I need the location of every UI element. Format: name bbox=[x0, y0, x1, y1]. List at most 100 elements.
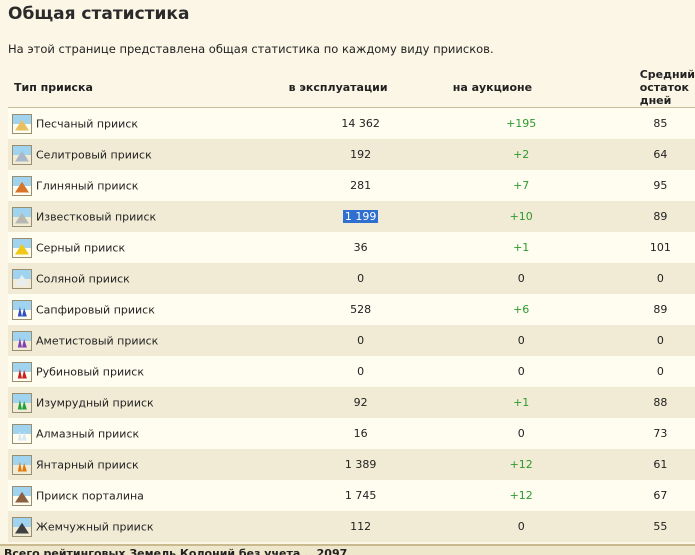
exploited-count: 0 bbox=[228, 325, 433, 356]
amber-mine-icon bbox=[12, 454, 32, 475]
exploited-value: 528 bbox=[350, 303, 372, 316]
table-body: Песчаный прииск 14 362 +195 85 Селитровый пр… bbox=[8, 107, 695, 542]
mine-name-link[interactable]: Песчаный прииск bbox=[36, 117, 139, 130]
header-type[interactable]: Тип прииска bbox=[8, 68, 229, 108]
table-row: Рубиновый прииск 0 0 0 bbox=[8, 356, 695, 387]
exploited-value: 0 bbox=[357, 334, 365, 347]
auction-count[interactable]: +195 bbox=[432, 107, 590, 139]
portalin-mine-icon bbox=[12, 485, 32, 506]
mine-name-cell: Песчаный прииск bbox=[8, 107, 229, 139]
sand-mine-icon bbox=[12, 113, 32, 134]
avg-days-left: 88 bbox=[589, 387, 695, 418]
table-row: Селитровый прииск 192 +2 64 bbox=[8, 139, 695, 170]
mine-stats-table: Тип прииска в эксплуатации на аукционе С… bbox=[8, 68, 695, 542]
mine-name-link[interactable]: Известковый прииск bbox=[36, 210, 157, 223]
ruby-mine-icon bbox=[12, 361, 32, 382]
mine-name-cell: Изумрудный прииск bbox=[8, 387, 229, 418]
mine-name-cell: Соляной прииск bbox=[8, 263, 229, 294]
salt-mine-icon bbox=[12, 268, 32, 289]
mine-name-link[interactable]: Соляной прииск bbox=[36, 272, 130, 285]
mine-name-link[interactable]: Алмазный прииск bbox=[36, 427, 140, 440]
auction-count[interactable]: +6 bbox=[432, 294, 590, 325]
exploited-value: 0 bbox=[357, 365, 365, 378]
auction-count: 0 bbox=[432, 356, 590, 387]
table-row: Серный прииск 36 +1 101 bbox=[8, 232, 695, 263]
auction-count[interactable]: +1 bbox=[432, 387, 590, 418]
auction-count[interactable]: +12 bbox=[432, 449, 590, 480]
avg-days-left: 89 bbox=[589, 201, 695, 232]
table-row: Янтарный прииск 1 389 +12 61 bbox=[8, 449, 695, 480]
mine-name-link[interactable]: Изумрудный прииск bbox=[36, 396, 154, 409]
mine-name-link[interactable]: Жемчужный прииск bbox=[36, 520, 154, 533]
table-row: Соляной прииск 0 0 0 bbox=[8, 263, 695, 294]
auction-count[interactable]: +2 bbox=[432, 139, 590, 170]
avg-days-left: 61 bbox=[589, 449, 695, 480]
avg-days-left: 67 bbox=[589, 480, 695, 511]
table-row: Алмазный прииск 16 0 73 bbox=[8, 418, 695, 449]
mine-name-link[interactable]: Серный прииск bbox=[36, 241, 126, 254]
mine-name-cell: Прииск порталина bbox=[8, 480, 229, 511]
mine-name-cell: Янтарный прииск bbox=[8, 449, 229, 480]
exploited-value: 1 389 bbox=[344, 458, 377, 471]
exploited-value: 14 362 bbox=[341, 117, 380, 130]
sapphire-mine-icon bbox=[12, 299, 32, 320]
mine-name-cell: Серный прииск bbox=[8, 232, 229, 263]
table-row: Жемчужный прииск 112 0 55 bbox=[8, 511, 695, 542]
exploited-count: 192 bbox=[228, 139, 433, 170]
exploited-count: 0 bbox=[228, 356, 433, 387]
mine-name-link[interactable]: Сапфировый прииск bbox=[36, 303, 155, 316]
exploited-value: 281 bbox=[350, 179, 372, 192]
exploited-count: 1 389 bbox=[228, 449, 433, 480]
mine-name-cell: Сапфировый прииск bbox=[8, 294, 229, 325]
limestone-mine-icon bbox=[12, 206, 32, 227]
exploited-count: 16 bbox=[228, 418, 433, 449]
clay-mine-icon bbox=[12, 175, 32, 196]
header-days[interactable]: Средний остаток дней bbox=[589, 68, 695, 108]
exploited-value: 16 bbox=[353, 427, 368, 440]
table-header-row: Тип прииска в эксплуатации на аукционе С… bbox=[8, 68, 695, 108]
auction-count[interactable]: +1 bbox=[432, 232, 590, 263]
avg-days-left: 89 bbox=[589, 294, 695, 325]
table-row: Прииск порталина 1 745 +12 67 bbox=[8, 480, 695, 511]
mine-name-cell: Аметистовый прииск bbox=[8, 325, 229, 356]
table-row: Сапфировый прииск 528 +6 89 bbox=[8, 294, 695, 325]
diamond-mine-icon bbox=[12, 423, 32, 444]
mine-name-link[interactable]: Аметистовый прииск bbox=[36, 334, 159, 347]
mine-name-cell: Алмазный прииск bbox=[8, 418, 229, 449]
avg-days-left: 0 bbox=[589, 356, 695, 387]
header-auction[interactable]: на аукционе bbox=[432, 68, 590, 108]
auction-count: 0 bbox=[432, 263, 590, 294]
auction-count: 0 bbox=[432, 511, 590, 542]
saltpeter-mine-icon bbox=[12, 144, 32, 165]
auction-count[interactable]: +7 bbox=[432, 170, 590, 201]
footer-summary: Всего рейтинговых Земель Колоний без уче… bbox=[0, 544, 695, 555]
auction-count[interactable]: +10 bbox=[432, 201, 590, 232]
avg-days-left: 101 bbox=[589, 232, 695, 263]
mine-name-link[interactable]: Селитровый прииск bbox=[36, 148, 152, 161]
mine-name-cell: Селитровый прииск bbox=[8, 139, 229, 170]
footer-text: Всего рейтинговых Земель Колоний без уче… bbox=[4, 548, 348, 555]
mine-name-link[interactable]: Прииск порталина bbox=[36, 489, 144, 502]
mine-name-cell: Жемчужный прииск bbox=[8, 511, 229, 542]
auction-count[interactable]: +12 bbox=[432, 480, 590, 511]
avg-days-left: 95 bbox=[589, 170, 695, 201]
exploited-value: 1 199 bbox=[342, 210, 379, 223]
exploited-value: 112 bbox=[350, 520, 372, 533]
avg-days-left: 55 bbox=[589, 511, 695, 542]
header-exploited[interactable]: в эксплуатации bbox=[228, 68, 433, 108]
page-title: Общая статистика bbox=[8, 4, 190, 24]
avg-days-left: 0 bbox=[589, 325, 695, 356]
emerald-mine-icon bbox=[12, 392, 32, 413]
mine-name-cell: Известковый прииск bbox=[8, 201, 229, 232]
exploited-count: 0 bbox=[228, 263, 433, 294]
mine-name-link[interactable]: Глиняный прииск bbox=[36, 179, 139, 192]
table-row: Глиняный прииск 281 +7 95 bbox=[8, 170, 695, 201]
sulfur-mine-icon bbox=[12, 237, 32, 258]
avg-days-left: 64 bbox=[589, 139, 695, 170]
mine-name-link[interactable]: Рубиновый прииск bbox=[36, 365, 144, 378]
mine-name-link[interactable]: Янтарный прииск bbox=[36, 458, 139, 471]
exploited-count: 112 bbox=[228, 511, 433, 542]
page-intro: На этой странице представлена общая стат… bbox=[8, 42, 494, 56]
mine-name-cell: Глиняный прииск bbox=[8, 170, 229, 201]
avg-days-left: 73 bbox=[589, 418, 695, 449]
